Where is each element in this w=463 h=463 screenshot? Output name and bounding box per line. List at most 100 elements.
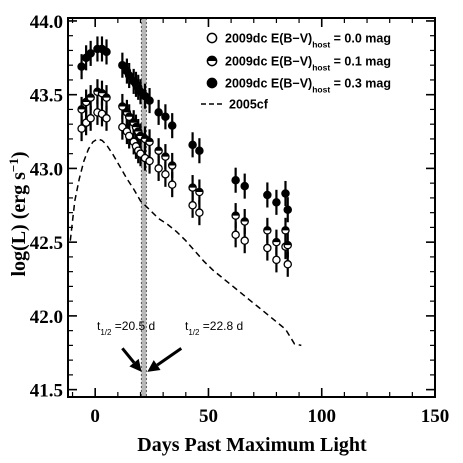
annotation-layer: t1/2 =20.5 d t1/2 =22.8 d	[97, 319, 243, 372]
point-half-fill	[141, 135, 149, 139]
point-filled-5	[102, 47, 111, 57]
legend-entry-2005cf: 2005cf	[201, 98, 269, 112]
point-half-21	[240, 217, 249, 226]
point-filled-25	[283, 205, 292, 214]
point-half-0	[77, 105, 86, 114]
point-open-2	[86, 114, 95, 123]
point-open-18	[188, 201, 197, 210]
point-filled-0	[77, 62, 86, 71]
point-open-14	[145, 156, 154, 166]
point-half-16	[161, 152, 170, 161]
y-tick-label: 44.0	[30, 12, 63, 33]
point-half-fill	[123, 108, 131, 113]
point-half-fill	[136, 132, 145, 136]
point-half-19	[195, 187, 204, 197]
point-half-fill	[134, 127, 142, 132]
point-half-18	[188, 183, 197, 192]
point-open-20	[231, 230, 240, 240]
point-filled-22	[263, 190, 272, 200]
point-half-fill	[118, 102, 126, 107]
point-open-23	[272, 255, 281, 265]
point-half-22	[263, 226, 272, 235]
point-half-fill	[98, 89, 106, 94]
point-half-fill	[195, 188, 203, 193]
x-tick-label: 0	[90, 406, 100, 427]
point-filled-24	[281, 189, 290, 198]
x-tick-labels: 0 50 100 150	[90, 406, 449, 427]
legend-label-2005cf: 2005cf	[229, 98, 269, 112]
point-half-8	[124, 112, 134, 122]
series-2005cf-line	[69, 138, 302, 347]
y-axis-title: log(L) (erg s−1)	[6, 151, 31, 276]
point-half-fill	[263, 226, 271, 231]
point-half-25	[283, 240, 292, 250]
point-half-fill	[77, 105, 86, 110]
arrow-head	[129, 358, 142, 372]
point-half-15	[154, 146, 163, 155]
legend-label-half: 2009dc E(B−V)host = 0.1 mag	[225, 55, 391, 73]
point-filled-16	[161, 112, 170, 122]
legend-marker-open	[206, 32, 218, 44]
point-open-8	[124, 131, 134, 141]
y-tick-label: 41.5	[30, 381, 63, 402]
y-axis-title-main: log(L) (erg s	[8, 172, 30, 277]
legend: 2009dc E(B−V)host = 0.0 mag 2009dc E(B−V…	[201, 32, 391, 112]
y-tick-label: 43.0	[30, 159, 63, 180]
legend-entry-open: 2009dc E(B−V)host = 0.0 mag	[206, 32, 391, 50]
point-open-17	[167, 180, 177, 189]
point-filled-14	[145, 96, 154, 105]
point-filled-21	[240, 181, 249, 191]
point-open-19	[195, 208, 204, 217]
point-half-fill	[130, 119, 138, 123]
plot-frame	[67, 17, 436, 398]
point-half-fill	[272, 238, 281, 243]
point-open-15	[154, 164, 163, 173]
annotation-left: t1/2 =20.5 d	[97, 319, 155, 337]
y-axis-title-close: )	[8, 151, 30, 158]
point-filled-23	[272, 198, 281, 207]
x-tick-label: 150	[421, 406, 450, 427]
point-half-5	[102, 93, 111, 102]
point-half-11	[133, 127, 143, 136]
point-filled-19	[195, 146, 204, 155]
point-half-23	[272, 237, 281, 247]
point-filled-15	[154, 108, 163, 117]
legend-marker-filled	[206, 77, 218, 89]
curve-layer	[69, 138, 302, 347]
point-open-25	[283, 260, 292, 269]
point-half-17	[167, 161, 177, 170]
point-half-fill	[145, 138, 154, 142]
point-half-fill	[232, 212, 240, 216]
legend-entry-filled: 2009dc E(B−V)host = 0.3 mag	[206, 77, 391, 95]
legend-marker-half-fill	[207, 56, 217, 61]
annotation-right: t1/2 =22.8 d	[185, 319, 243, 337]
y-tick-label: 42.5	[30, 233, 63, 254]
band-layer	[140, 18, 147, 397]
point-filled-17	[167, 121, 177, 130]
legend-label-filled: 2009dc E(B−V)host = 0.3 mag	[225, 77, 391, 95]
y-tick-label: 43.5	[30, 86, 63, 107]
arrow-shaft	[156, 347, 183, 367]
x-tick-label: 100	[307, 406, 336, 427]
x-axis-title: Days Past Maximum Light	[137, 434, 367, 456]
point-open-22	[263, 243, 272, 253]
marker-layer	[77, 44, 292, 269]
y-tick-label: 42.0	[30, 307, 63, 328]
arrow-shaft	[121, 347, 136, 364]
point-filled-18	[188, 140, 197, 150]
tick-layer	[68, 18, 436, 397]
errorbar-layer	[80, 36, 289, 277]
point-half-fill	[102, 94, 111, 98]
y-tick-labels: 41.5 42.0 42.5 43.0 43.5 44.0	[30, 12, 63, 402]
arrow-head	[147, 360, 161, 372]
point-half-fill	[168, 161, 176, 166]
point-half-fill	[155, 147, 163, 151]
point-half-14	[145, 137, 154, 147]
point-half-20	[231, 211, 240, 220]
point-half-fill	[87, 94, 95, 98]
point-half-fill	[241, 217, 249, 222]
point-half-fill	[161, 153, 170, 157]
point-open-0	[77, 124, 86, 133]
point-half-2	[86, 93, 95, 102]
